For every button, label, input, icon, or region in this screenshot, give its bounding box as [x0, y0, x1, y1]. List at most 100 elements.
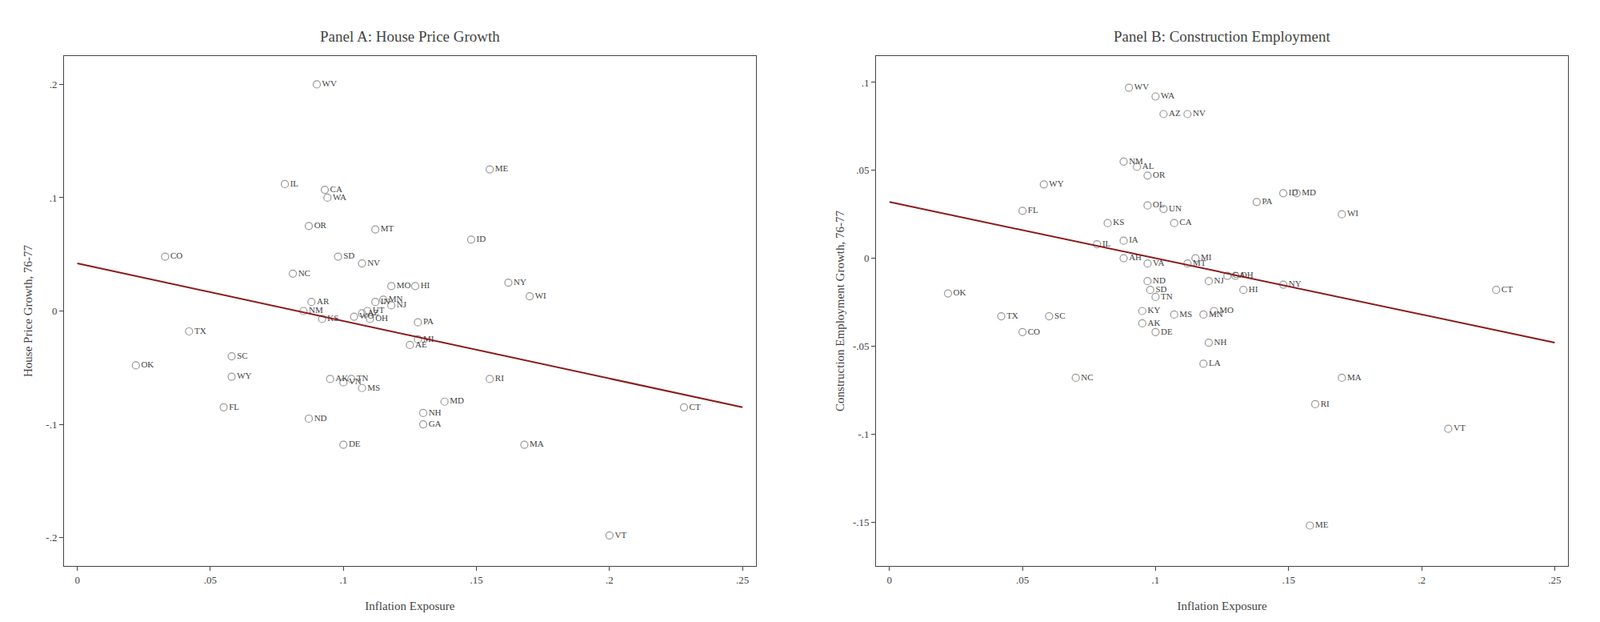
svg-text:UT: UT	[372, 304, 385, 315]
svg-text:NC: NC	[1080, 372, 1093, 382]
svg-text:.05: .05	[204, 573, 217, 586]
svg-text:DE: DE	[348, 438, 361, 448]
svg-text:OR: OR	[314, 220, 328, 230]
svg-text:MD: MD	[449, 395, 464, 405]
svg-text:.1: .1	[339, 573, 348, 586]
svg-text:.1: .1	[861, 76, 870, 89]
svg-text:.25: .25	[736, 573, 749, 586]
svg-text:0: 0	[52, 304, 58, 317]
svg-text:ND: ND	[314, 412, 328, 423]
svg-text:SD: SD	[343, 250, 355, 260]
svg-text:OK: OK	[953, 287, 967, 297]
svg-text:NC: NC	[298, 268, 311, 278]
svg-text:AL: AL	[1142, 160, 1155, 171]
svg-text:NH: NH	[428, 407, 442, 417]
svg-text:.25: .25	[1548, 573, 1561, 586]
svg-text:AR: AR	[316, 296, 330, 306]
svg-text:MA: MA	[529, 438, 544, 448]
svg-text:WI: WI	[535, 290, 547, 300]
svg-text:NJ: NJ	[1214, 275, 1225, 285]
svg-text:CO: CO	[1028, 326, 1040, 336]
svg-text:IA: IA	[1128, 234, 1139, 244]
svg-text:0: 0	[864, 252, 870, 264]
svg-text:AZ: AZ	[367, 307, 380, 317]
svg-text:AE: AE	[415, 339, 428, 349]
svg-text:MO: MO	[1219, 304, 1234, 315]
svg-text:CT: CT	[689, 401, 701, 412]
svg-text:.2: .2	[49, 78, 58, 91]
svg-text:Inflation Exposure: Inflation Exposure	[364, 599, 455, 612]
svg-text:TN: TN	[356, 372, 369, 383]
svg-text:MO: MO	[396, 280, 412, 290]
svg-text:ME: ME	[495, 163, 509, 173]
svg-text:WA: WA	[332, 192, 347, 202]
svg-text:NV: NV	[1192, 108, 1206, 118]
svg-text:MD: MD	[1301, 187, 1316, 197]
svg-text:TN: TN	[1160, 291, 1173, 301]
svg-text:House Price Growth, 76-77: House Price Growth, 76-77	[21, 244, 35, 377]
svg-text:OL: OL	[1152, 199, 1165, 209]
svg-text:.1: .1	[1152, 573, 1160, 586]
svg-text:-.1: -.1	[858, 428, 870, 440]
svg-text:IL: IL	[1102, 238, 1112, 248]
svg-text:IL: IL	[290, 178, 300, 188]
svg-text:MI: MI	[423, 333, 435, 344]
svg-text:MS: MS	[367, 382, 380, 392]
svg-text:HI: HI	[1248, 284, 1259, 294]
svg-text:-.1: -.1	[45, 418, 57, 431]
svg-text:SC: SC	[1054, 310, 1065, 320]
svg-text:TX: TX	[194, 325, 207, 336]
svg-text:MS: MS	[1179, 308, 1192, 319]
svg-text:AK: AK	[1147, 317, 1160, 328]
svg-text:HI: HI	[420, 280, 431, 290]
svg-text:WA: WA	[1160, 90, 1175, 100]
svg-text:OR: OR	[1152, 169, 1166, 180]
svg-text:.05: .05	[1016, 573, 1029, 586]
svg-text:.1: .1	[49, 191, 58, 204]
svg-text:PA: PA	[1261, 196, 1272, 206]
svg-text:KY: KY	[1147, 304, 1160, 315]
svg-text:NY: NY	[513, 276, 527, 287]
svg-text:-.2: -.2	[45, 531, 57, 544]
svg-text:CT: CT	[1501, 284, 1513, 294]
svg-text:DE: DE	[1160, 326, 1173, 336]
svg-text:KS: KS	[1112, 216, 1124, 227]
svg-text:Inflation Exposure: Inflation Exposure	[1177, 599, 1268, 612]
svg-text:WV: WV	[322, 78, 337, 88]
svg-text:NV: NV	[367, 257, 380, 268]
svg-text:.05: .05	[856, 164, 869, 176]
svg-text:Panel A: House Price Growth: Panel A: House Price Growth	[320, 28, 500, 45]
svg-text:OH: OH	[1240, 269, 1254, 280]
svg-text:CA: CA	[1179, 216, 1192, 227]
svg-text:PA: PA	[423, 316, 434, 326]
svg-text:ND: ND	[1152, 275, 1166, 285]
svg-text:WV: WV	[1134, 81, 1149, 92]
svg-text:0: 0	[74, 573, 80, 586]
svg-text:SD: SD	[1155, 284, 1167, 294]
svg-text:SC: SC	[236, 350, 248, 360]
svg-text:WY: WY	[236, 370, 252, 380]
svg-text:AH: AH	[1128, 252, 1142, 262]
svg-text:GA: GA	[1232, 269, 1246, 280]
svg-text:FL: FL	[1028, 204, 1039, 215]
svg-text:IN: IN	[380, 296, 391, 306]
svg-text:OK: OK	[140, 359, 154, 369]
svg-text:WI: WI	[1347, 208, 1359, 218]
svg-text:TX: TX	[1006, 310, 1019, 320]
svg-text:GA: GA	[428, 418, 442, 428]
svg-text:.15: .15	[1282, 573, 1296, 586]
svg-text:Construction Employment Growth: Construction Employment Growth, 76-77	[833, 210, 847, 412]
svg-text:NJ: NJ	[396, 299, 408, 309]
svg-text:MA: MA	[1347, 372, 1362, 382]
svg-text:FL: FL	[228, 401, 240, 412]
svg-text:RI: RI	[1320, 398, 1330, 408]
svg-text:Panel B: Construction Employme: Panel B: Construction Employment	[1113, 28, 1331, 45]
svg-text:.15: .15	[469, 573, 483, 586]
svg-text:OH: OH	[375, 312, 388, 323]
svg-text:NY: NY	[1288, 278, 1302, 288]
svg-text:MI: MI	[1200, 252, 1212, 262]
svg-text:ID: ID	[476, 233, 487, 244]
svg-text:VT: VT	[1453, 422, 1466, 432]
svg-text:NM: NM	[308, 304, 324, 315]
svg-text:-.05: -.05	[852, 340, 870, 352]
